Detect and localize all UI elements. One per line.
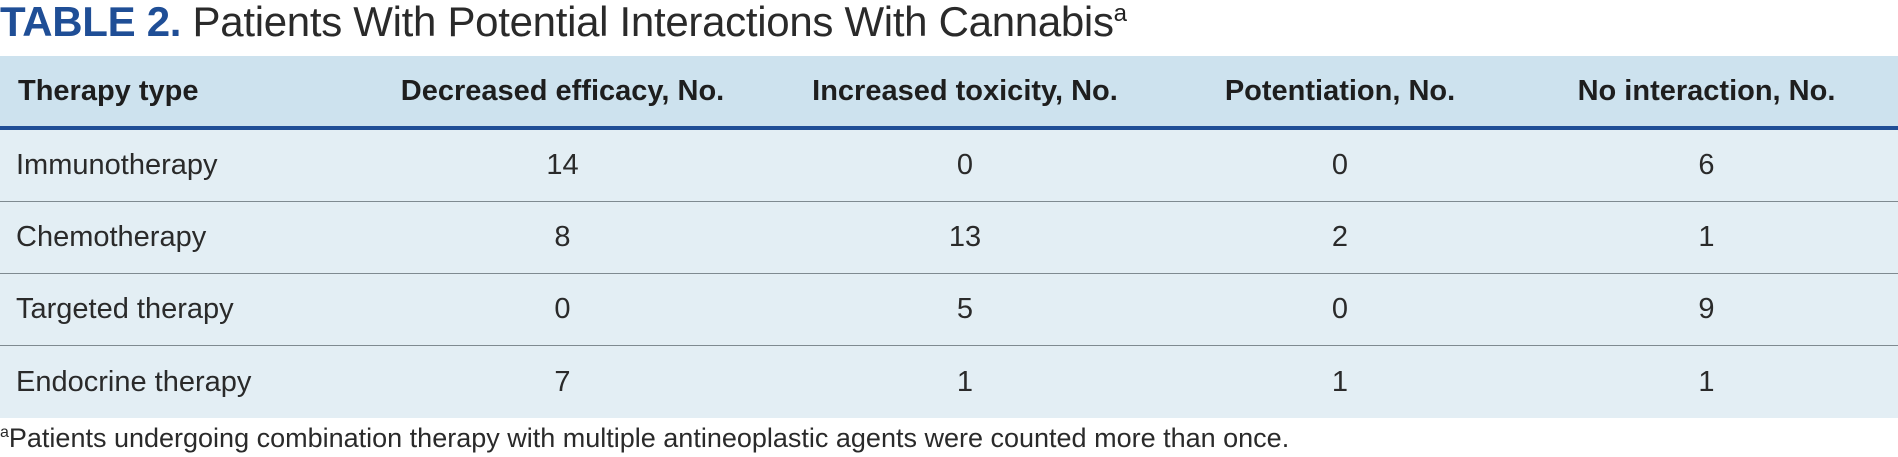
cell-increased-toxicity: 13	[765, 201, 1165, 274]
cell-potentiation: 0	[1165, 128, 1515, 202]
row-therapy-type: Immunotherapy	[0, 128, 360, 202]
title-footnote-marker: a	[1113, 0, 1127, 27]
row-therapy-type: Chemotherapy	[0, 201, 360, 274]
column-header-decreased-efficacy: Decreased efficacy, No.	[360, 56, 765, 130]
column-header-therapy-type: Therapy type	[0, 56, 360, 130]
interactions-table: Therapy type Decreased efficacy, No. Inc…	[0, 56, 1898, 418]
column-header-no-interaction: No interaction, No.	[1515, 56, 1898, 130]
table-number-label: TABLE 2.	[0, 0, 182, 45]
cell-increased-toxicity: 0	[765, 128, 1165, 202]
column-header-potentiation: Potentiation, No.	[1165, 56, 1515, 130]
table-row: Immunotherapy 14 0 0 6	[0, 128, 1898, 202]
cell-potentiation: 0	[1165, 273, 1515, 346]
table-title-text: Patients With Potential Interactions Wit…	[192, 0, 1114, 45]
cell-increased-toxicity: 1	[956, 365, 974, 398]
table-header-row: Therapy type Decreased efficacy, No. Inc…	[0, 56, 1898, 130]
cell-decreased-efficacy: 8	[360, 201, 765, 274]
footnote-marker: a	[0, 424, 9, 441]
cell-no-interaction: 6	[1515, 128, 1898, 202]
cell-no-interaction: 9	[1515, 273, 1898, 346]
cell-potentiation: 2	[1165, 201, 1515, 274]
table-row: Endocrine therapy 7 1 1 1	[0, 345, 1898, 418]
footnote-text: Patients undergoing combination therapy …	[8, 423, 1290, 453]
table-row: Targeted therapy 0 5 0 9	[0, 273, 1898, 346]
cell-increased-toxicity: 5	[765, 273, 1165, 346]
cell-no-interaction: 1	[1698, 365, 1715, 398]
column-header-increased-toxicity: Increased toxicity, No.	[765, 56, 1165, 130]
table-title: TABLE 2. Patients With Potential Interac…	[0, 0, 1127, 50]
cell-decreased-efficacy: 0	[360, 273, 765, 346]
cell-potentiation: 1	[1331, 365, 1349, 398]
row-therapy-type: Targeted therapy	[0, 273, 360, 346]
cell-decreased-efficacy: 7	[554, 365, 571, 398]
row-therapy-type: Endocrine therapy	[16, 365, 252, 398]
table-footnote: aPatients undergoing combination therapy…	[0, 422, 1289, 454]
table-row: Chemotherapy 8 13 2 1	[0, 201, 1898, 274]
cell-no-interaction: 1	[1515, 201, 1898, 274]
cell-decreased-efficacy: 14	[360, 128, 765, 202]
